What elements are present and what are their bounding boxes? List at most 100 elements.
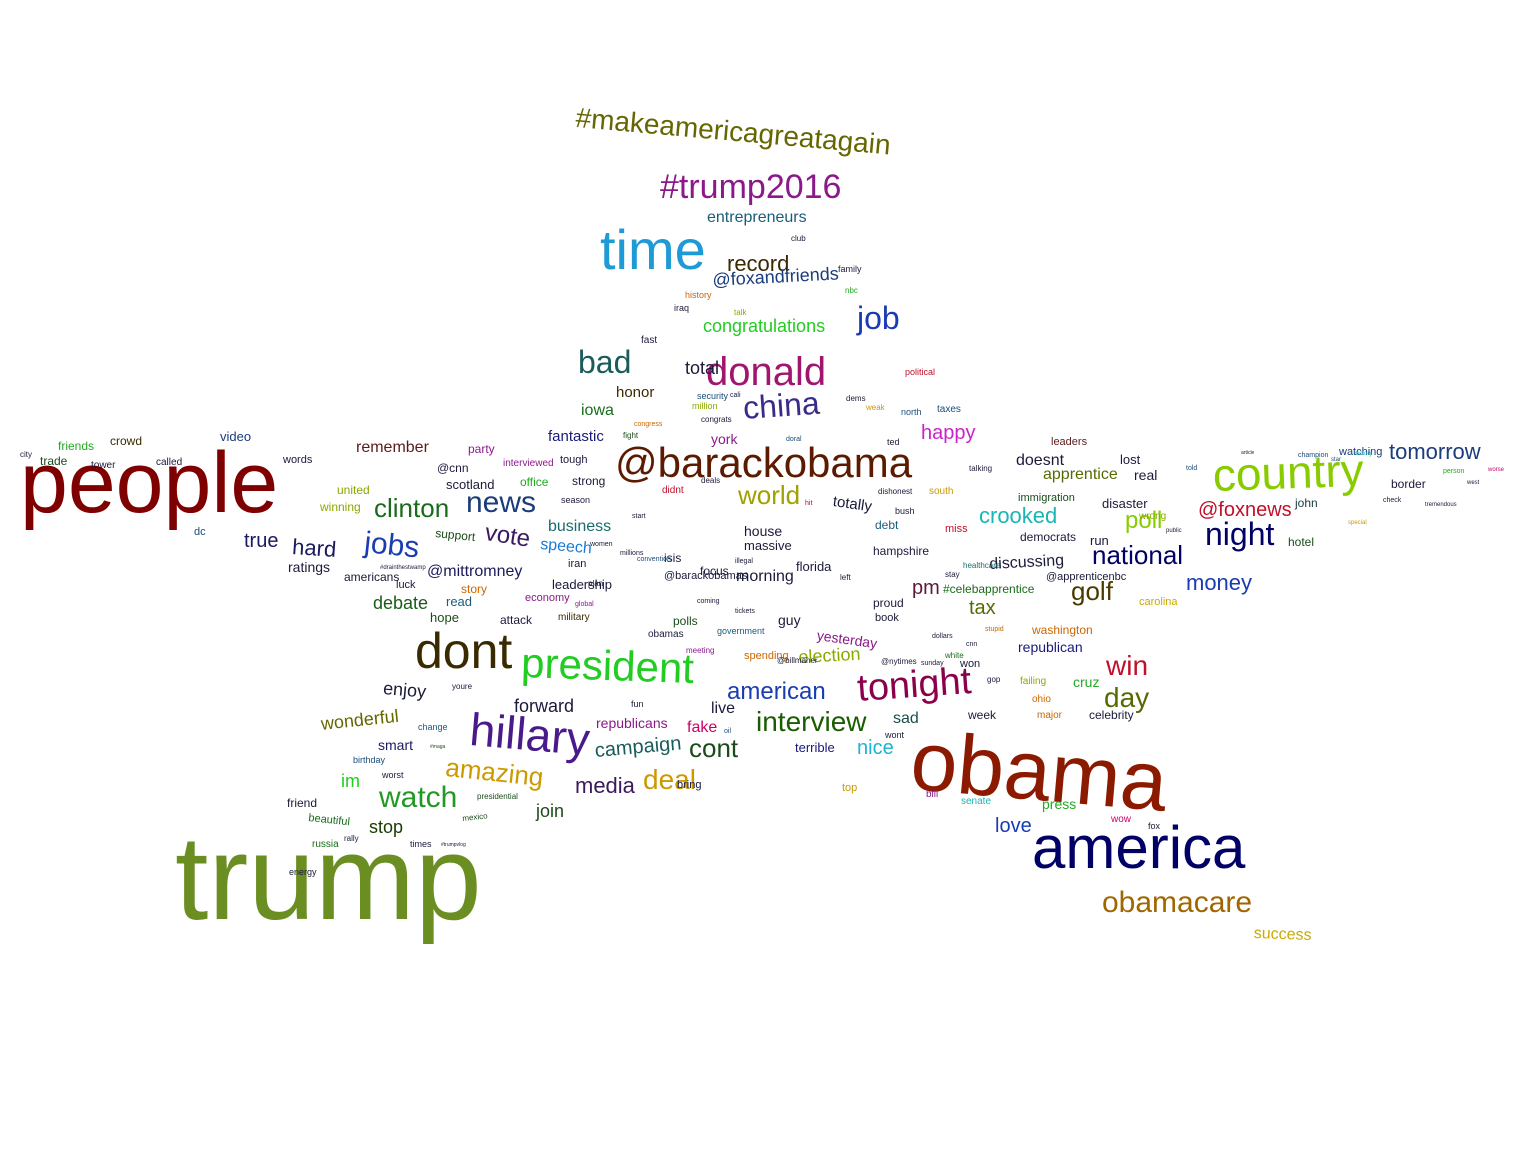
cloud-word: public (1166, 528, 1182, 534)
cloud-word: john (1295, 496, 1318, 510)
cloud-word: coming (697, 598, 720, 605)
cloud-word: guy (778, 612, 801, 628)
cloud-word: global (575, 601, 594, 608)
cloud-word: ted (887, 437, 900, 447)
cloud-word: wrong (1139, 511, 1167, 522)
cloud-word: book (875, 612, 899, 624)
cloud-word: iran (568, 558, 587, 570)
cloud-word: interview (756, 706, 867, 737)
cloud-word: republican (1018, 639, 1083, 655)
cloud-word: #makeamericagreatagain (574, 102, 892, 161)
cloud-word: run (1090, 533, 1109, 548)
cloud-word: cruz (1073, 674, 1100, 690)
cloud-word: entrepreneurs (707, 209, 807, 226)
cloud-word: luck (396, 579, 416, 591)
cloud-word: night (1205, 516, 1275, 552)
cloud-word: family (838, 264, 862, 274)
cloud-word: democrats (1020, 530, 1077, 544)
cloud-word: totally (831, 493, 873, 516)
cloud-word: failing (1020, 676, 1047, 687)
cloud-word: poll (1125, 507, 1163, 534)
cloud-word: tower (91, 460, 116, 471)
cloud-word: debt (875, 518, 899, 532)
cloud-word: stupid (985, 626, 1004, 633)
cloud-word: party (468, 442, 495, 456)
cloud-word: million (692, 401, 718, 411)
cloud-word: bill (926, 789, 939, 800)
cloud-word: security (697, 391, 729, 401)
cloud-word: friends (58, 439, 95, 453)
cloud-word: love (995, 815, 1032, 837)
cloud-word: fun (631, 699, 644, 709)
cloud-word: illegal (735, 558, 753, 565)
cloud-word: #trump2016 (660, 168, 842, 206)
cloud-word: oil (724, 728, 732, 735)
cloud-word: @foxnews (1198, 499, 1292, 521)
cloud-word: president (520, 639, 695, 693)
cloud-word: cont (689, 733, 739, 763)
cloud-word: massive (744, 538, 792, 553)
cloud-word: leaders (1051, 436, 1088, 448)
cloud-word: special (1348, 520, 1367, 526)
cloud-word: congratulations (703, 316, 826, 336)
cloud-word: sunday (921, 660, 944, 667)
cloud-word: people (20, 435, 279, 531)
cloud-word: #maga (430, 744, 446, 750)
cloud-word: bring (677, 779, 702, 791)
cloud-word: times (410, 839, 432, 849)
cloud-word: taxes (937, 404, 961, 415)
cloud-word: told (1186, 465, 1198, 472)
cloud-word: focus (700, 564, 729, 578)
cloud-word: military (558, 612, 590, 623)
cloud-word: watching (1339, 446, 1383, 458)
cloud-word: total (685, 358, 720, 378)
cloud-word: united (337, 483, 370, 497)
cloud-word: polls (673, 614, 698, 628)
cloud-word: women (590, 541, 613, 548)
cloud-word: support (434, 526, 476, 545)
cloud-word: victory (1355, 451, 1373, 457)
cloud-word: world (738, 480, 801, 510)
cloud-word: nbc (845, 286, 858, 295)
cloud-word: iraq (674, 303, 690, 313)
cloud-word: mexico (461, 811, 489, 823)
cloud-word: washington (1032, 623, 1093, 637)
cloud-word: happy (921, 422, 976, 444)
cloud-word: obama (907, 713, 1172, 830)
cloud-word: senate (961, 796, 992, 807)
cloud-word: house (744, 523, 783, 539)
cloud-word: florida (796, 559, 832, 574)
cloud-word: government (717, 626, 765, 636)
cloud-word: disaster (1102, 496, 1148, 511)
cloud-word: words (283, 454, 313, 466)
cloud-word: hard (291, 534, 338, 563)
cloud-word: white (945, 651, 964, 660)
cloud-word: china (741, 384, 821, 426)
cloud-word: join (536, 801, 565, 821)
cloud-word: bad (578, 344, 632, 380)
cloud-word: tremendous (1425, 502, 1457, 508)
cloud-word: republicans (596, 715, 668, 731)
cloud-word: talk (734, 308, 747, 317)
cloud-word: tomorrow (1389, 439, 1481, 464)
cloud-word: @mittromney (427, 563, 523, 580)
cloud-word: gop (987, 675, 1001, 684)
cloud-word: true (244, 530, 279, 552)
cloud-word: vote (483, 519, 533, 553)
cloud-word: media (575, 773, 635, 798)
cloud-word: tonight (855, 660, 973, 710)
cloud-word: west (1467, 480, 1480, 486)
cloud-word: wont (885, 730, 905, 740)
cloud-word: carolina (1139, 596, 1178, 608)
cloud-word: ohio (1032, 694, 1051, 705)
cloud-word: convention (637, 556, 671, 563)
cloud-word: cali (730, 392, 741, 399)
cloud-word: miss (945, 523, 968, 535)
cloud-word: wow (1111, 814, 1132, 825)
cloud-word: success (1253, 925, 1312, 945)
cloud-word: stay (945, 570, 960, 579)
cloud-word: hit (805, 500, 813, 507)
cloud-word: presidential (477, 792, 518, 801)
cloud-word: americans (344, 570, 400, 584)
